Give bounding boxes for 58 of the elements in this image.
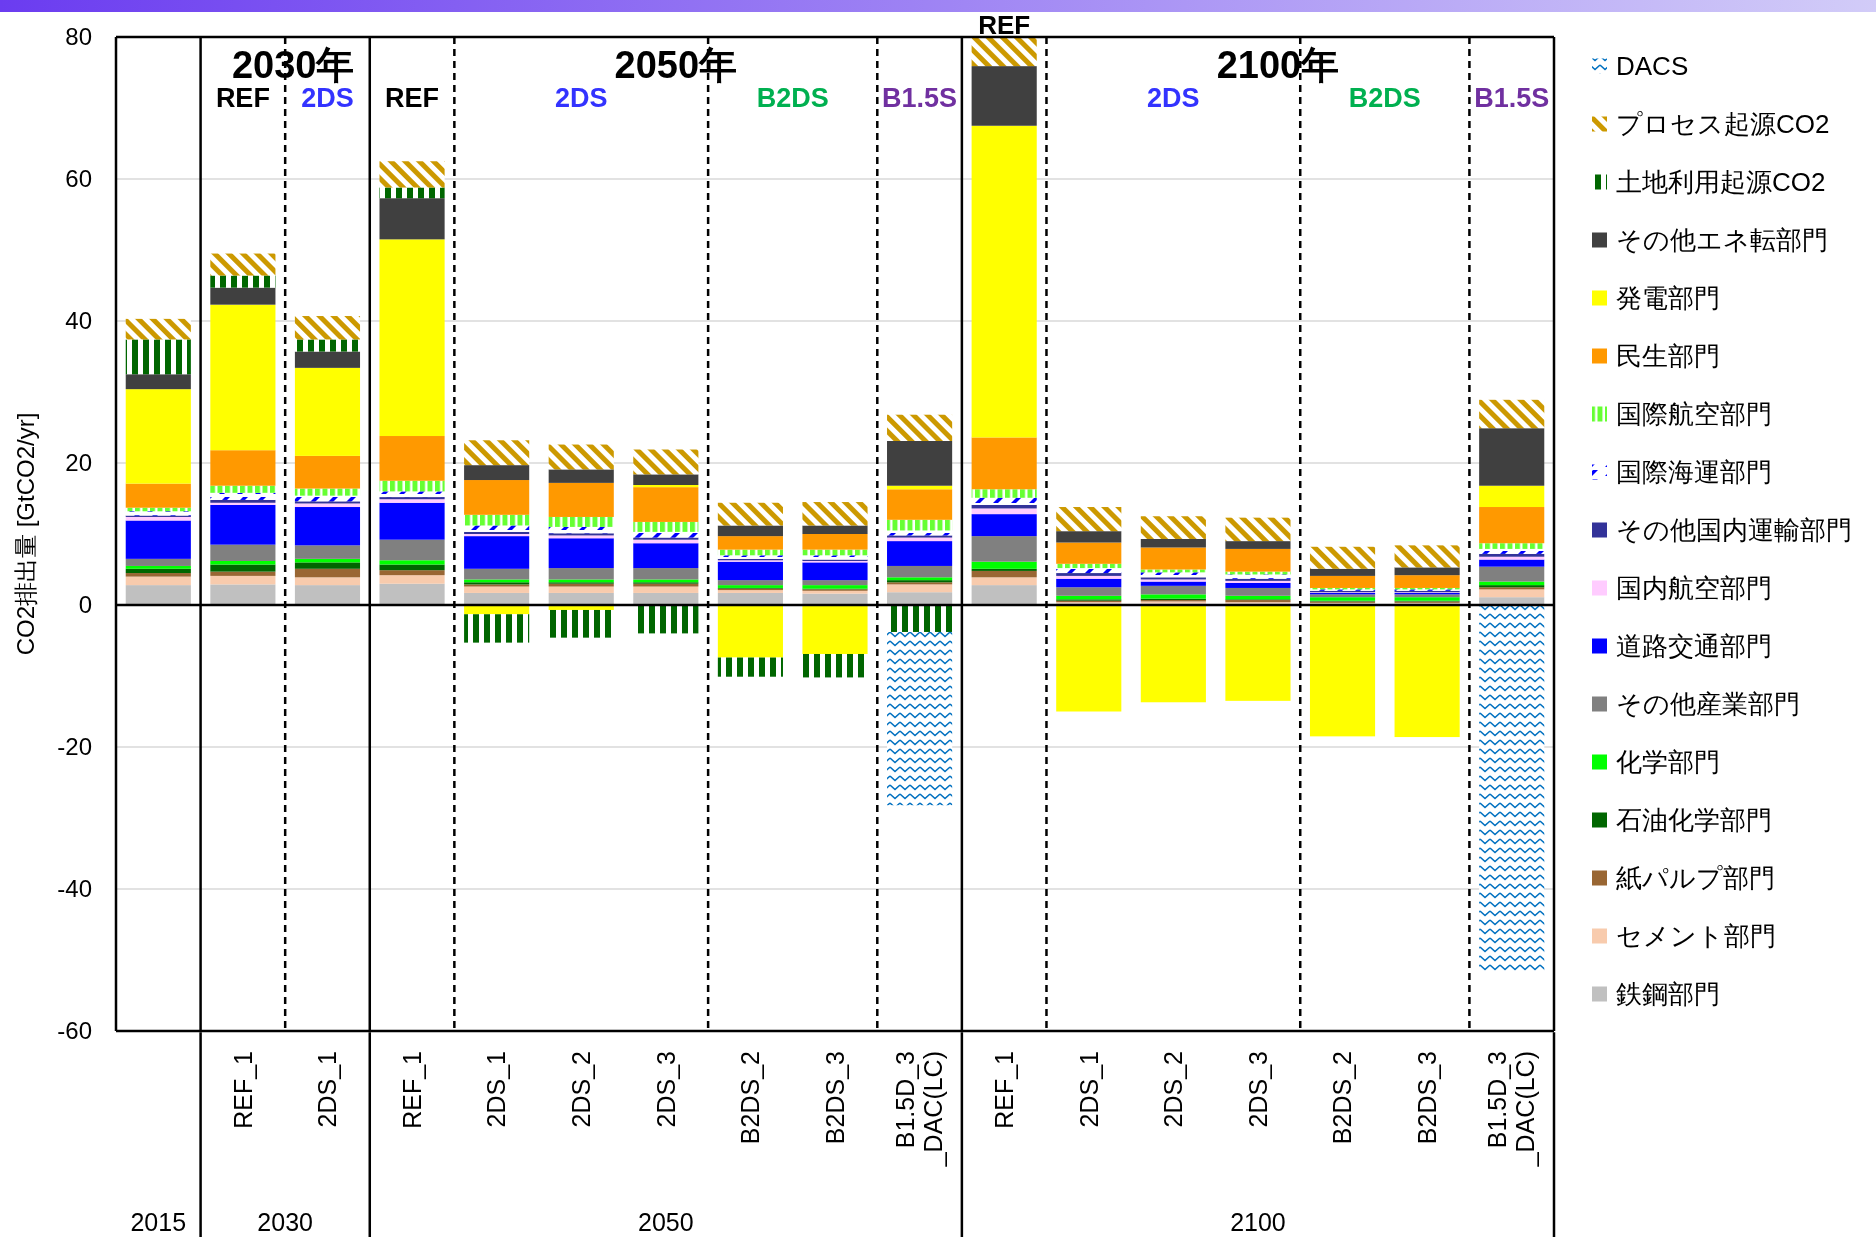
x-tick-label: 2DS_1 — [313, 1051, 342, 1128]
legend-label: 鉄鋼部門 — [1616, 979, 1720, 1009]
annotation: B2DS — [756, 83, 829, 113]
x-tick-label: REF_1 — [228, 1051, 257, 1129]
x-tick-label: 2DS_1 — [1074, 1051, 1103, 1128]
text: 2050 — [638, 1208, 694, 1236]
y-tick-label: 0 — [78, 591, 92, 618]
legend-label: セメント部門 — [1616, 921, 1776, 951]
y-tick-label: -60 — [57, 1017, 92, 1044]
annotation: 2030年 — [231, 44, 355, 86]
y-axis-title: CO2排出量 [GtCO2/yr] — [12, 412, 40, 656]
annotation: REF — [978, 10, 1031, 40]
text: 2100 — [1230, 1208, 1286, 1236]
x-tick-label: 2DS_2 — [1159, 1051, 1188, 1128]
annotation: 2100年 — [1216, 44, 1340, 86]
legend-label: プロセス起源CO2 — [1616, 109, 1830, 139]
annotation: B2DS — [1348, 83, 1421, 113]
text: 2030 — [257, 1208, 313, 1236]
annotation: 2DS — [301, 83, 354, 113]
x-tick-label: B2DS_2 — [736, 1051, 765, 1145]
x-tick-label: 2DS_2 — [566, 1051, 595, 1128]
x-tick-label: 2DS_3 — [651, 1051, 680, 1128]
x-tick-label: B2DS_3 — [820, 1051, 849, 1145]
legend-label: その他エネ転部門 — [1616, 225, 1828, 255]
legend-label: 道路交通部門 — [1616, 631, 1772, 661]
legend-label: 国際航空部門 — [1616, 399, 1772, 429]
x-tick-label: 2DS_3 — [1243, 1051, 1272, 1128]
y-tick-label: -40 — [57, 875, 92, 902]
y-tick-label: 20 — [65, 449, 92, 476]
annotation: B1.5S — [1474, 83, 1550, 113]
legend-label: その他国内運輸部門 — [1616, 515, 1852, 545]
annotation: 2DS — [1147, 83, 1200, 113]
x-tick-label: 2DS_1 — [482, 1051, 511, 1128]
legend-label: その他産業部門 — [1616, 689, 1800, 719]
x-tick-label: B1.5D_3_DAC(LC) — [1483, 1051, 1540, 1168]
annotation: B1.5S — [882, 83, 958, 113]
y-tick-label: 60 — [65, 165, 92, 192]
y-tick-label: 80 — [65, 23, 92, 50]
annotation: REF — [215, 83, 270, 113]
x-tick-label: B1.5D_3_DAC(LC) — [891, 1051, 948, 1168]
annotation: REF — [385, 83, 440, 113]
x-tick-label: REF_1 — [397, 1051, 426, 1129]
legend-label: 国内航空部門 — [1616, 573, 1772, 603]
legend-label: 化学部門 — [1616, 747, 1720, 777]
text: 2015 — [130, 1208, 187, 1236]
x-tick-label: REF_1 — [989, 1051, 1018, 1129]
legend-label: 石油化学部門 — [1616, 805, 1772, 835]
legend-label: 土地利用起源CO2 — [1616, 167, 1826, 197]
legend-label: 発電部門 — [1616, 283, 1720, 313]
legend-label: DACS — [1616, 51, 1689, 81]
y-tick-label: 40 — [65, 307, 92, 334]
x-tick-label: B2DS_2 — [1328, 1051, 1357, 1145]
x-tick-label: B2DS_3 — [1412, 1051, 1441, 1145]
annotation: 2DS — [554, 83, 608, 113]
y-tick-label: -20 — [57, 733, 92, 760]
legend-label: 紙パルプ部門 — [1616, 863, 1775, 893]
legend-label: 民生部門 — [1616, 341, 1720, 371]
legend-label: 国際海運部門 — [1616, 457, 1772, 487]
